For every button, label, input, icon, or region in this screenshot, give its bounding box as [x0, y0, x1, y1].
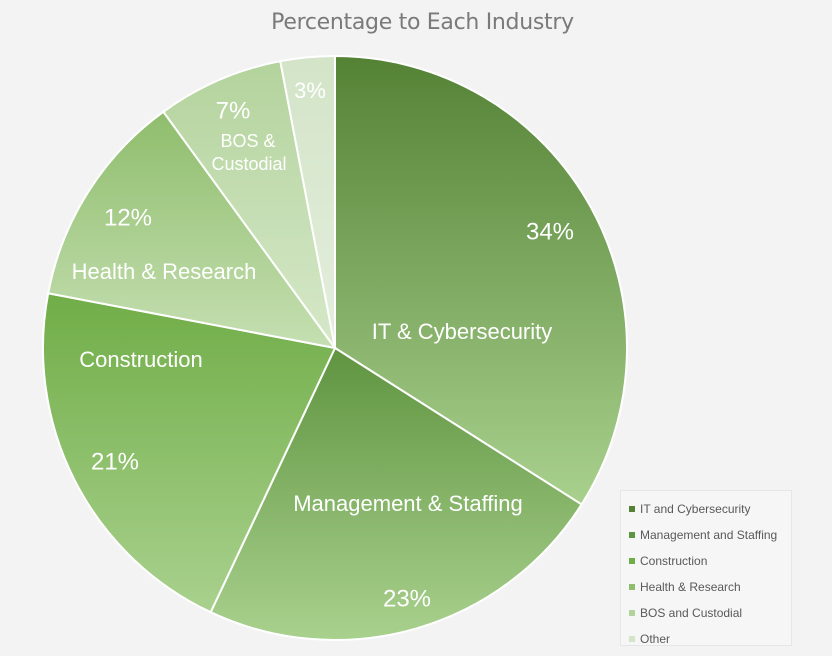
legend: IT and Cybersecurity Management and Staff…	[620, 490, 792, 646]
slice-name-label: Management & Staffing	[293, 491, 523, 516]
pie-slice	[47, 110, 338, 350]
slice-name-label: BOS &	[220, 131, 275, 151]
legend-label: Other	[640, 632, 671, 646]
legend-swatch	[629, 610, 635, 616]
slice-name-label: IT & Cybersecurity	[372, 319, 553, 344]
legend-item: IT and Cybersecurity	[629, 496, 791, 522]
slice-percent-label: 34%	[526, 218, 574, 245]
legend-swatch	[629, 506, 635, 512]
pie-slice	[209, 346, 583, 641]
chart-title: Percentage to Each Industry	[271, 10, 574, 35]
legend-swatch	[629, 584, 635, 590]
legend-item: Management and Staffing	[629, 522, 791, 548]
legend-swatch	[629, 636, 635, 642]
slice-percent-label: 23%	[383, 585, 431, 612]
slice-percent-label: 7%	[216, 97, 251, 124]
slice-percent-label: 12%	[104, 204, 152, 231]
legend-item: Other	[629, 626, 791, 652]
slice-name-label: Construction	[79, 347, 203, 372]
legend-item: BOS and Custodial	[629, 600, 791, 626]
slice-name-label: Health & Research	[72, 259, 257, 284]
legend-item: Health & Research	[629, 574, 791, 600]
slice-percent-label: 3%	[294, 78, 326, 103]
pie-slice	[279, 54, 336, 349]
pie-slice	[161, 60, 336, 349]
legend-label: Construction	[640, 554, 708, 568]
pie-slice	[42, 292, 337, 614]
legend-item: Construction	[629, 548, 791, 574]
legend-label: Management and Staffing	[640, 528, 778, 542]
legend-swatch	[629, 532, 635, 538]
legend-label: Health & Research	[640, 580, 741, 594]
legend-swatch	[629, 558, 635, 564]
pie-slice	[334, 54, 628, 506]
legend-label: BOS and Custodial	[640, 606, 743, 620]
slice-name-label: Custodial	[211, 154, 286, 174]
legend-label: IT and Cybersecurity	[640, 502, 751, 516]
slice-percent-label: 21%	[91, 448, 139, 475]
